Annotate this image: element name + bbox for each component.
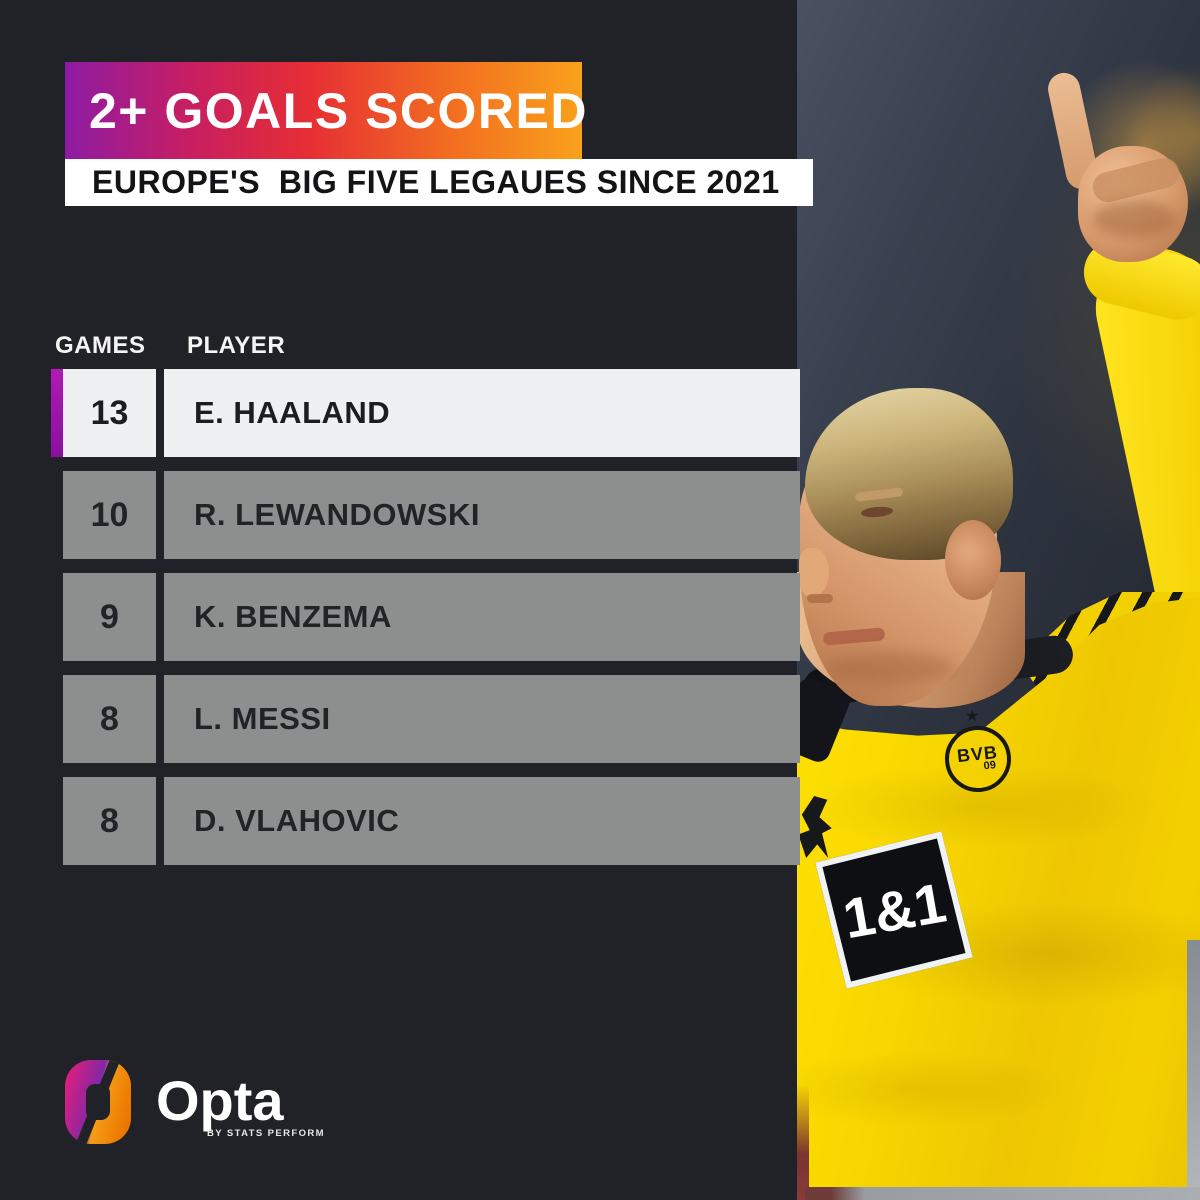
cell-gap [156, 369, 164, 457]
cell-gap [156, 777, 164, 865]
player-cell: R. LEWANDOWSKI [164, 471, 800, 559]
page-title: 2+ GOALS SCORED [89, 82, 588, 139]
star-icon: ★ [965, 708, 980, 725]
cell-gap [156, 471, 164, 559]
player-cell: L. MESSI [164, 675, 800, 763]
games-cell: 13 [63, 369, 156, 457]
accent-slot [51, 471, 63, 559]
title-banner: 2+ GOALS SCORED [65, 62, 587, 159]
jaw-shadow [827, 652, 957, 684]
opta-logo-icon [65, 1060, 131, 1144]
accent-slot [51, 675, 63, 763]
ear [945, 520, 1001, 600]
column-header-player: PLAYER [187, 332, 286, 359]
accent-slot [51, 777, 63, 865]
nose [799, 548, 829, 596]
player-cell: E. HAALAND [164, 369, 800, 457]
accent-slot [51, 573, 63, 661]
cell-gap [156, 675, 164, 763]
table-row: 10 R. LEWANDOWSKI [51, 471, 800, 559]
games-cell: 9 [63, 573, 156, 661]
player-photo: ★ BVB 09 1&1 [797, 0, 1200, 1200]
games-cell: 8 [63, 777, 156, 865]
table-row: 8 L. MESSI [51, 675, 800, 763]
highlight-accent-bar [51, 369, 63, 457]
photo-bottom-strip [805, 1187, 1200, 1200]
page-subtitle: EUROPE'S BIG FIVE LEGAUES SINCE 2021 [92, 164, 780, 200]
table-row: 8 D. VLAHOVIC [51, 777, 800, 865]
player-cell: D. VLAHOVIC [164, 777, 800, 865]
games-cell: 8 [63, 675, 156, 763]
sponsor-text: 1&1 [837, 870, 951, 950]
nose-shadow [807, 594, 833, 603]
opta-subtext: BY STATS PERFORM [207, 1128, 325, 1139]
games-cell: 10 [63, 471, 156, 559]
fist-shadow [1093, 200, 1175, 238]
photo-edge-highlight [1187, 940, 1200, 1188]
cell-gap [156, 573, 164, 661]
player-cell: K. BENZEMA [164, 573, 800, 661]
column-header-games: GAMES [55, 332, 146, 359]
table-row: 9 K. BENZEMA [51, 573, 800, 661]
bvb-badge-year: 09 [983, 759, 997, 773]
stats-table: 13 E. HAALAND 10 R. LEWANDOWSKI 9 K. BEN… [51, 369, 800, 879]
opta-logo-hole [86, 1084, 110, 1120]
table-row: 13 E. HAALAND [51, 369, 800, 457]
photo-edge-red [797, 1085, 809, 1200]
opta-wordmark: Opta [156, 1069, 284, 1132]
subtitle-bar: EUROPE'S BIG FIVE LEGAUES SINCE 2021 [65, 159, 813, 206]
